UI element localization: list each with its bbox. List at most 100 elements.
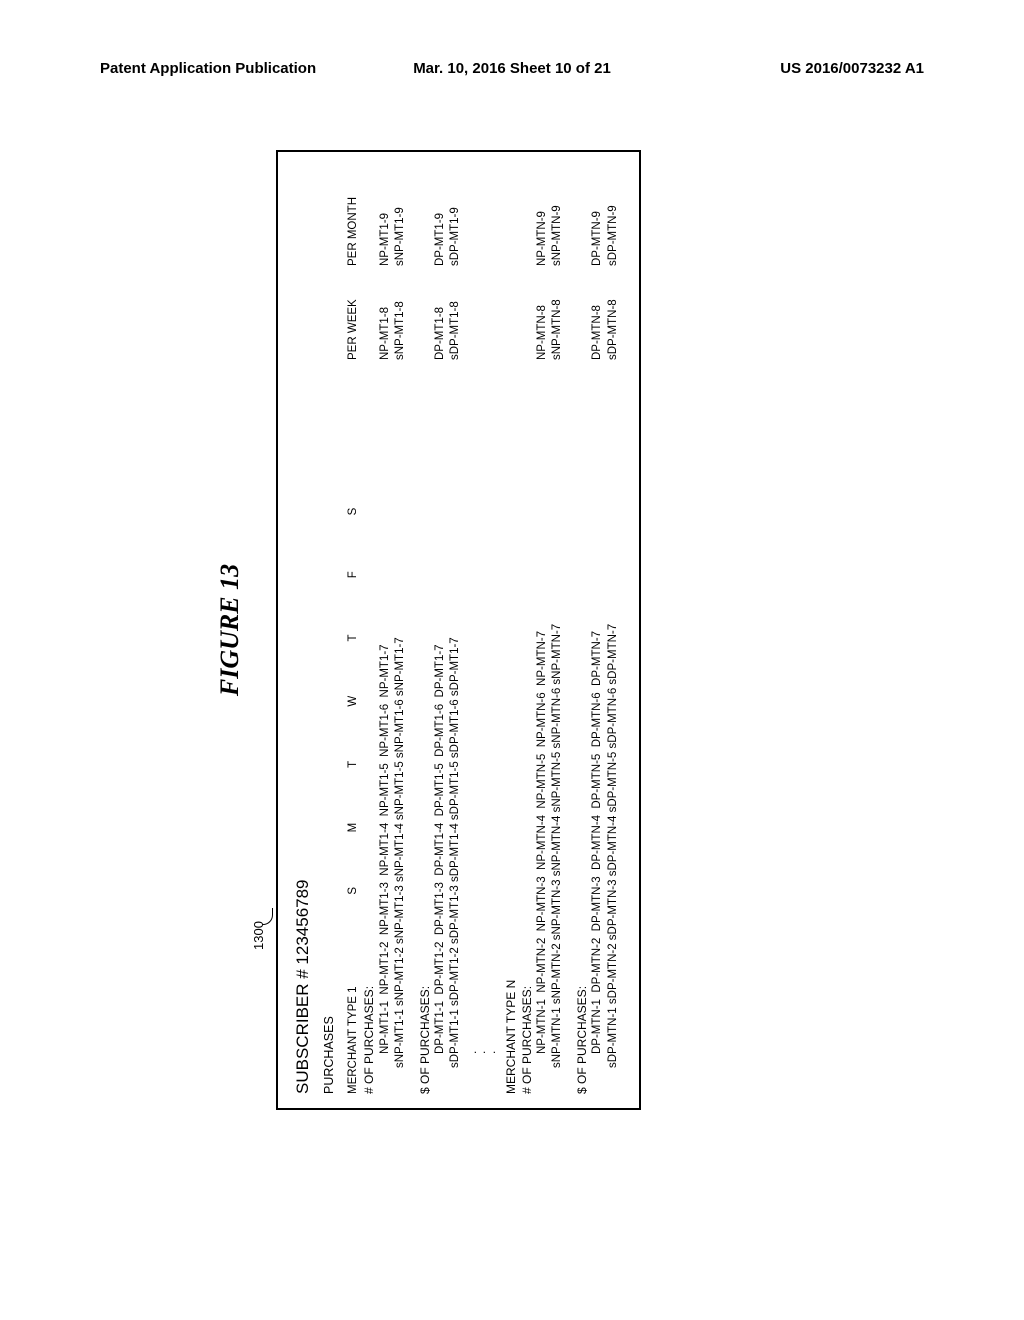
cell: sNP-MTN-9 [550,166,566,266]
cell: DP-MTN-9 [590,166,606,266]
cell: DP-MT1-5 [434,763,446,816]
cell: sNP-MT1-1 [394,1009,406,1068]
mtn-num-purchases-label: # OF PURCHASES: [519,166,535,1094]
figure-lead-line [262,150,276,1110]
cell: NP-MTN-6 [536,692,548,747]
cell: NP-MTN-5 [536,754,548,809]
mtn-dollar-purchases-label: $ OF PURCHASES: [574,166,590,1094]
cell: DP-MTN-5 [591,754,603,809]
cell: sDP-MT1-9 [448,166,464,266]
cell: sDP-MTN-4 [607,816,619,877]
header-right: US 2016/0073232 A1 [780,60,924,77]
mt1-days-row: MERCHANT TYPE 1 S M T W T F S PER WEEK P… [346,166,362,1094]
purchases-label: PURCHASES [321,166,338,1094]
cell: NP-MT1-1 [379,1001,391,1054]
cell: sDP-MTN-8 [606,266,622,366]
cell: sDP-MTN-3 [607,879,619,940]
cell: sNP-MT1-4 [394,823,406,882]
cell: sNP-MT1-8 [393,266,409,366]
cell: sNP-MTN-4 [551,816,563,877]
cell: NP-MT1-9 [378,166,394,266]
day-w: W [346,671,362,731]
cell: DP-MT1-2 [434,942,446,995]
cell: DP-MT1-8 [433,266,449,366]
cell: sNP-MTN-8 [550,266,566,366]
cell: NP-MT1-3 [379,882,391,935]
cell: NP-MTN-2 [536,938,548,993]
mt1-dollar-purchases-label: $ OF PURCHASES: [417,166,433,1094]
cell: DP-MT1-4 [434,823,446,876]
day-t1: T [346,734,362,794]
figure-stage: FIGURE 13 1300 SUBSCRIBER # 123456789 PU… [215,150,825,1110]
cell: sNP-MTN-5 [551,752,563,813]
cell: sNP-MTN-6 [551,688,563,749]
mtn-np-row: NP-MTN-1 NP-MTN-2 NP-MTN-3 NP-MTN-4 NP-M… [535,166,551,1094]
cell: DP-MT1-3 [434,882,446,935]
cell: NP-MTN-4 [536,815,548,870]
mtn-dp-row: DP-MTN-1 DP-MTN-2 DP-MTN-3 DP-MTN-4 DP-M… [590,166,606,1094]
day-s2: S [346,482,362,542]
cell: sNP-MTN-3 [551,879,563,940]
cell: sNP-MTN-1 [551,1007,563,1068]
cell: sNP-MT1-9 [393,166,409,266]
figure-landscape: FIGURE 13 1300 SUBSCRIBER # 123456789 PU… [215,150,825,1110]
cell: sDP-MT1-2 [449,947,461,1006]
cell: DP-MTN-8 [590,266,606,366]
cell: NP-MT1-5 [379,763,391,816]
cell: sNP-MT1-6 [394,699,406,758]
cell: sDP-MT1-7 [449,637,461,696]
cell: NP-MT1-7 [379,644,391,697]
mt1-sdp-row: sDP-MT1-1 sDP-MT1-2 sDP-MT1-3 sDP-MT1-4 … [448,166,464,1094]
subscriber-heading: SUBSCRIBER # 123456789 [292,166,315,1094]
cell: sDP-MT1-6 [449,699,461,758]
data-panel: SUBSCRIBER # 123456789 PURCHASES MERCHAN… [276,150,641,1110]
cell: NP-MT1-2 [379,942,391,995]
cell: DP-MTN-4 [591,815,603,870]
cell: sDP-MT1-8 [448,266,464,366]
cell: NP-MTN-7 [536,631,548,686]
cell: sNP-MTN-2 [551,943,563,1004]
mt1-np-row: NP-MT1-1 NP-MT1-2 NP-MT1-3 NP-MT1-4 NP-M… [378,166,394,1094]
cell: NP-MTN-3 [536,876,548,931]
per-month-label: PER MONTH [346,166,362,266]
mt1-dp-row: DP-MT1-1 DP-MT1-2 DP-MT1-3 DP-MT1-4 DP-M… [433,166,449,1094]
cell: sNP-MT1-3 [394,885,406,944]
mt1-num-purchases-label: # OF PURCHASES: [361,166,377,1094]
cell: NP-MT1-6 [379,704,391,757]
per-week-label: PER WEEK [346,266,362,366]
day-t2: T [346,608,362,668]
day-m: M [346,798,362,858]
cell: DP-MT1-7 [434,644,446,697]
figure-title: FIGURE 13 [215,150,245,1110]
cell: sNP-MT1-7 [394,637,406,696]
cell: NP-MTN-8 [535,266,551,366]
cell: DP-MT1-9 [433,166,449,266]
cell: sNP-MT1-2 [394,947,406,1006]
mt1-title: MERCHANT TYPE 1 [346,924,362,1094]
cell: DP-MTN-3 [591,876,603,931]
ellipsis: ... [468,166,497,1094]
cell: DP-MTN-1 [591,999,603,1054]
cell: NP-MTN-9 [535,166,551,266]
cell: NP-MT1-4 [379,823,391,876]
cell: sNP-MTN-7 [551,624,563,685]
cell: sDP-MTN-6 [607,688,619,749]
cell: sDP-MT1-5 [449,761,461,820]
cell: sDP-MTN-7 [607,624,619,685]
cell: sDP-MTN-5 [607,752,619,813]
cell: DP-MTN-6 [591,692,603,747]
day-s: S [346,861,362,921]
cell: sDP-MT1-3 [449,885,461,944]
cell: NP-MTN-1 [536,999,548,1054]
cell: NP-MT1-8 [378,266,394,366]
cell: sDP-MTN-2 [607,943,619,1004]
mtn-snp-row: sNP-MTN-1 sNP-MTN-2 sNP-MTN-3 sNP-MTN-4 … [550,166,566,1094]
cell: sNP-MT1-5 [394,761,406,820]
mtn-sdp-row: sDP-MTN-1 sDP-MTN-2 sDP-MTN-3 sDP-MTN-4 … [606,166,622,1094]
cell: DP-MT1-6 [434,704,446,757]
cell: DP-MTN-7 [591,631,603,686]
mt1-snp-row: sNP-MT1-1 sNP-MT1-2 sNP-MT1-3 sNP-MT1-4 … [393,166,409,1094]
cell: sDP-MT1-1 [449,1009,461,1068]
mtn-title: MERCHANT TYPE N [503,166,519,1094]
cell: sDP-MT1-4 [449,823,461,882]
